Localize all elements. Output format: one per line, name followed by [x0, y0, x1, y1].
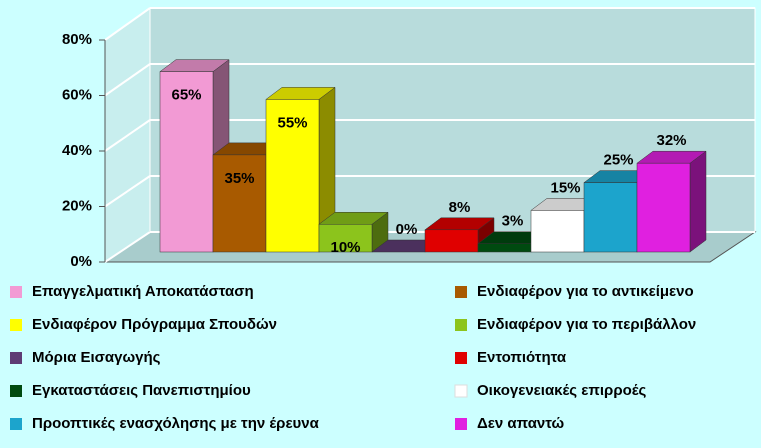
grid-line [104, 119, 151, 152]
bar [318, 224, 373, 253]
legend-swatch [10, 418, 22, 430]
bar [530, 210, 585, 253]
legend-swatch [10, 385, 22, 397]
y-tick-label: 40% [62, 142, 92, 159]
legend-label: Ενδιαφέρον Πρόγραμμα Σπουδών [32, 316, 277, 333]
y-tick-label: 0% [70, 253, 92, 270]
legend-swatch [455, 352, 467, 364]
data-label: 35% [224, 170, 254, 187]
bar-side [689, 150, 707, 253]
legend-swatch [10, 286, 22, 298]
bar [424, 229, 479, 253]
legend-label: Οικογενειακές επιρροές [477, 382, 647, 399]
data-label: 55% [277, 114, 307, 131]
data-label: 8% [449, 199, 471, 216]
legend-swatch [10, 319, 22, 331]
data-label: 10% [330, 239, 360, 256]
data-label: 0% [396, 221, 418, 238]
bar [265, 99, 320, 253]
data-label: 15% [550, 179, 580, 196]
legend-label: Επαγγελματική Αποκατάσταση [32, 283, 254, 300]
bar [212, 154, 267, 253]
legend-label: Ενδιαφέρον για το αντικείμενο [477, 283, 694, 300]
bar [159, 71, 214, 253]
bar [583, 182, 638, 253]
grid-line [104, 175, 151, 208]
legend-swatch [455, 418, 467, 430]
bar [636, 162, 691, 253]
legend-swatch [10, 352, 22, 364]
y-tick-label: 60% [62, 86, 92, 103]
data-label: 32% [656, 132, 686, 149]
grid-line [104, 63, 151, 97]
data-label: 25% [603, 152, 633, 169]
grid-line [104, 231, 151, 263]
bar [477, 243, 532, 253]
legend-label: Δεν απαντώ [477, 415, 565, 432]
legend-swatch [454, 384, 468, 398]
data-label: 65% [171, 87, 201, 104]
legend-swatch [455, 286, 467, 298]
legend-label: Προοπτικές ενασχόλησης με την έρευνα [32, 415, 320, 432]
legend-swatch [455, 319, 467, 331]
legend-label: Ενδιαφέρον για το περιβάλλον [477, 316, 696, 333]
legend-label: Εντοπιότητα [477, 349, 567, 366]
legend-label: Μόρια Εισαγωγής [32, 349, 161, 366]
legend-label: Εγκαταστάσεις Πανεπιστημίου [32, 382, 251, 399]
grid-line [104, 7, 151, 41]
y-tick-label: 80% [62, 31, 92, 48]
data-label: 3% [502, 213, 524, 230]
y-tick-label: 20% [62, 197, 92, 214]
